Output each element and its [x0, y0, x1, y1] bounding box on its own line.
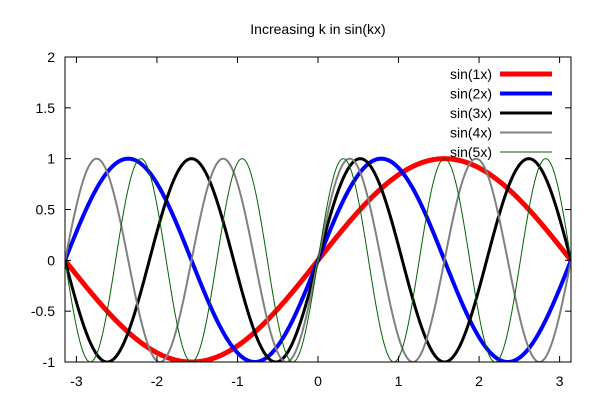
x-tick-label: 3: [556, 373, 564, 389]
y-tick-label: 0.5: [36, 202, 56, 218]
ticks-layer: -3 -2 -1 0 1 2 3 -1 -0.5 0 0.5 1 1.5 2: [31, 49, 571, 389]
x-tick-label: -2: [151, 373, 164, 389]
x-tick-label: 1: [395, 373, 403, 389]
x-tick-label: -1: [231, 373, 244, 389]
y-tick-label: -1: [43, 354, 56, 370]
legend-label: sin(3x): [450, 105, 492, 121]
y-tick-label: 0: [47, 252, 55, 268]
chart-title: Increasing k in sin(kx): [250, 21, 385, 37]
legend-label: sin(2x): [450, 86, 492, 102]
x-tick-label: -3: [70, 373, 83, 389]
legend: sin(1x) sin(2x) sin(3x) sin(4x) sin(5x): [450, 66, 552, 160]
legend-label: sin(1x): [450, 66, 492, 82]
y-tick-label: 1.5: [36, 100, 56, 116]
y-tick-label: 1: [47, 151, 55, 167]
x-tick-label: 2: [475, 373, 483, 389]
series-line-5: [65, 158, 571, 362]
x-tick-label: 0: [314, 373, 322, 389]
series-layer: [65, 156, 571, 362]
legend-label: sin(4x): [450, 125, 492, 141]
legend-label: sin(5x): [450, 144, 492, 160]
y-tick-label: -0.5: [31, 303, 55, 319]
y-tick-label: 2: [47, 49, 55, 65]
